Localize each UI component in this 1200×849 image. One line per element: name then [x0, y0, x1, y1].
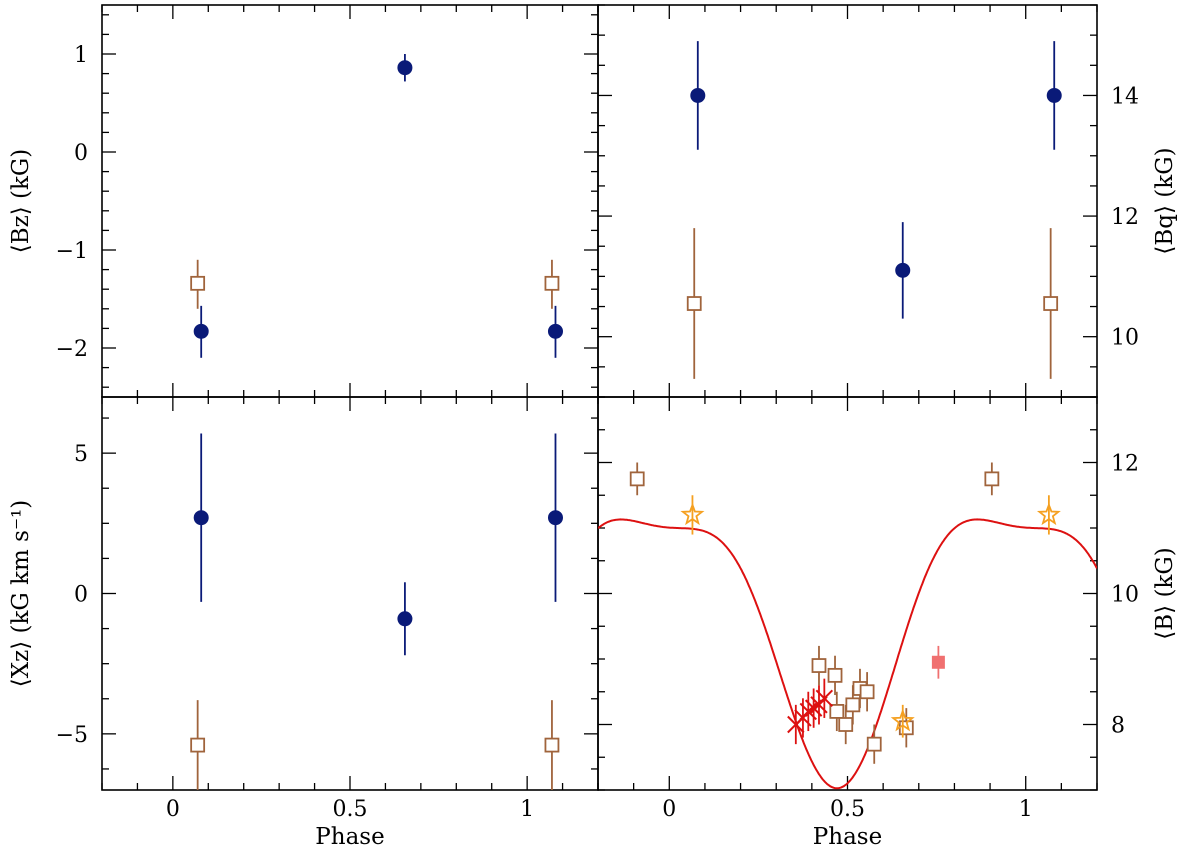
y-tick-label: 14 [1111, 84, 1139, 109]
data-point [931, 655, 945, 669]
series-open-stars [680, 495, 1061, 738]
x-tick-label: 0 [662, 797, 676, 822]
y-tick-label: 10 [1111, 326, 1139, 351]
data-point [547, 323, 563, 339]
data-point [193, 510, 209, 526]
data-point [838, 717, 854, 732]
data-point [629, 471, 645, 487]
y-tick-label: 8 [1111, 714, 1125, 739]
data-point [890, 708, 915, 732]
data-point [895, 262, 911, 278]
y-tick-label: −2 [56, 337, 88, 362]
data-point [866, 736, 882, 752]
y-axis-label: ⟨B⟩ (kG) [1152, 547, 1178, 639]
y-ticks: −5 0 5 [56, 417, 598, 770]
x-tick-label: 0.5 [333, 797, 368, 822]
y-axis-label: ⟨Bq⟩ (kG) [1152, 147, 1178, 254]
data-point [1043, 296, 1059, 311]
data-point [984, 471, 1000, 487]
x-tick-label: 0.5 [830, 797, 865, 822]
data-point [193, 323, 209, 339]
data-point [815, 689, 834, 708]
data-point [690, 87, 706, 103]
data-point [397, 611, 413, 627]
y-tick-label: 12 [1111, 205, 1139, 230]
x-ticks [597, 5, 1098, 397]
series-filled-circles [193, 433, 563, 656]
series-open-squares [686, 228, 1059, 379]
data-point [686, 296, 702, 311]
data-point [1046, 87, 1062, 103]
data-point [547, 510, 563, 526]
data-point [811, 658, 827, 673]
x-axis-label: Phase [813, 824, 882, 849]
y-tick-label: −5 [56, 723, 88, 748]
series-filled-square [931, 645, 945, 679]
x-ticks: 0 0.5 1 [597, 397, 1098, 822]
data-layer [190, 54, 563, 358]
y-tick-label: 12 [1111, 452, 1139, 477]
x-ticks [101, 5, 599, 397]
x-ticks: 0 0.5 1 [101, 397, 599, 822]
y-tick-label: 0 [74, 141, 88, 166]
data-layer [686, 41, 1062, 379]
data-layer [190, 433, 563, 790]
x-tick-label: 1 [1019, 797, 1033, 822]
y-ticks: 8 10 12 [598, 396, 1139, 791]
y-tick-label: −1 [56, 239, 88, 264]
series-crosses [787, 678, 834, 745]
y-ticks: 10 12 14 [598, 4, 1139, 398]
y-tick-label: 0 [74, 583, 88, 608]
y-tick-label: 1 [74, 43, 88, 68]
data-point [1036, 502, 1061, 526]
x-tick-label: 0 [166, 797, 180, 822]
data-point [845, 697, 861, 713]
fit-curve [598, 518, 1097, 790]
series-open-squares [190, 700, 560, 790]
data-point [190, 737, 206, 753]
series-open-squares [190, 259, 560, 309]
y-tick-label: 10 [1111, 583, 1139, 608]
data-point [190, 275, 206, 291]
data-point [829, 704, 845, 719]
series-filled-circles [193, 54, 563, 358]
data-point [544, 275, 560, 291]
data-point [859, 684, 875, 700]
data-layer [598, 462, 1097, 790]
data-point [680, 502, 705, 526]
y-axis-label: ⟨Xz⟩ (kG km s⁻¹) [8, 500, 34, 688]
x-axis-label: Phase [315, 824, 384, 849]
series-filled-circles [690, 41, 1062, 319]
data-point [397, 60, 413, 76]
y-axis-label: ⟨Bz⟩ (kG) [8, 149, 34, 254]
y-ticks: −2 −1 0 1 [56, 14, 598, 388]
x-tick-label: 1 [520, 797, 534, 822]
panel-bq: 10 12 14 ⟨Bq⟩ (kG) [597, 4, 1178, 398]
data-point [827, 667, 843, 683]
series-open-squares [629, 462, 1000, 764]
data-point [544, 737, 560, 753]
y-tick-label: 5 [74, 442, 88, 467]
